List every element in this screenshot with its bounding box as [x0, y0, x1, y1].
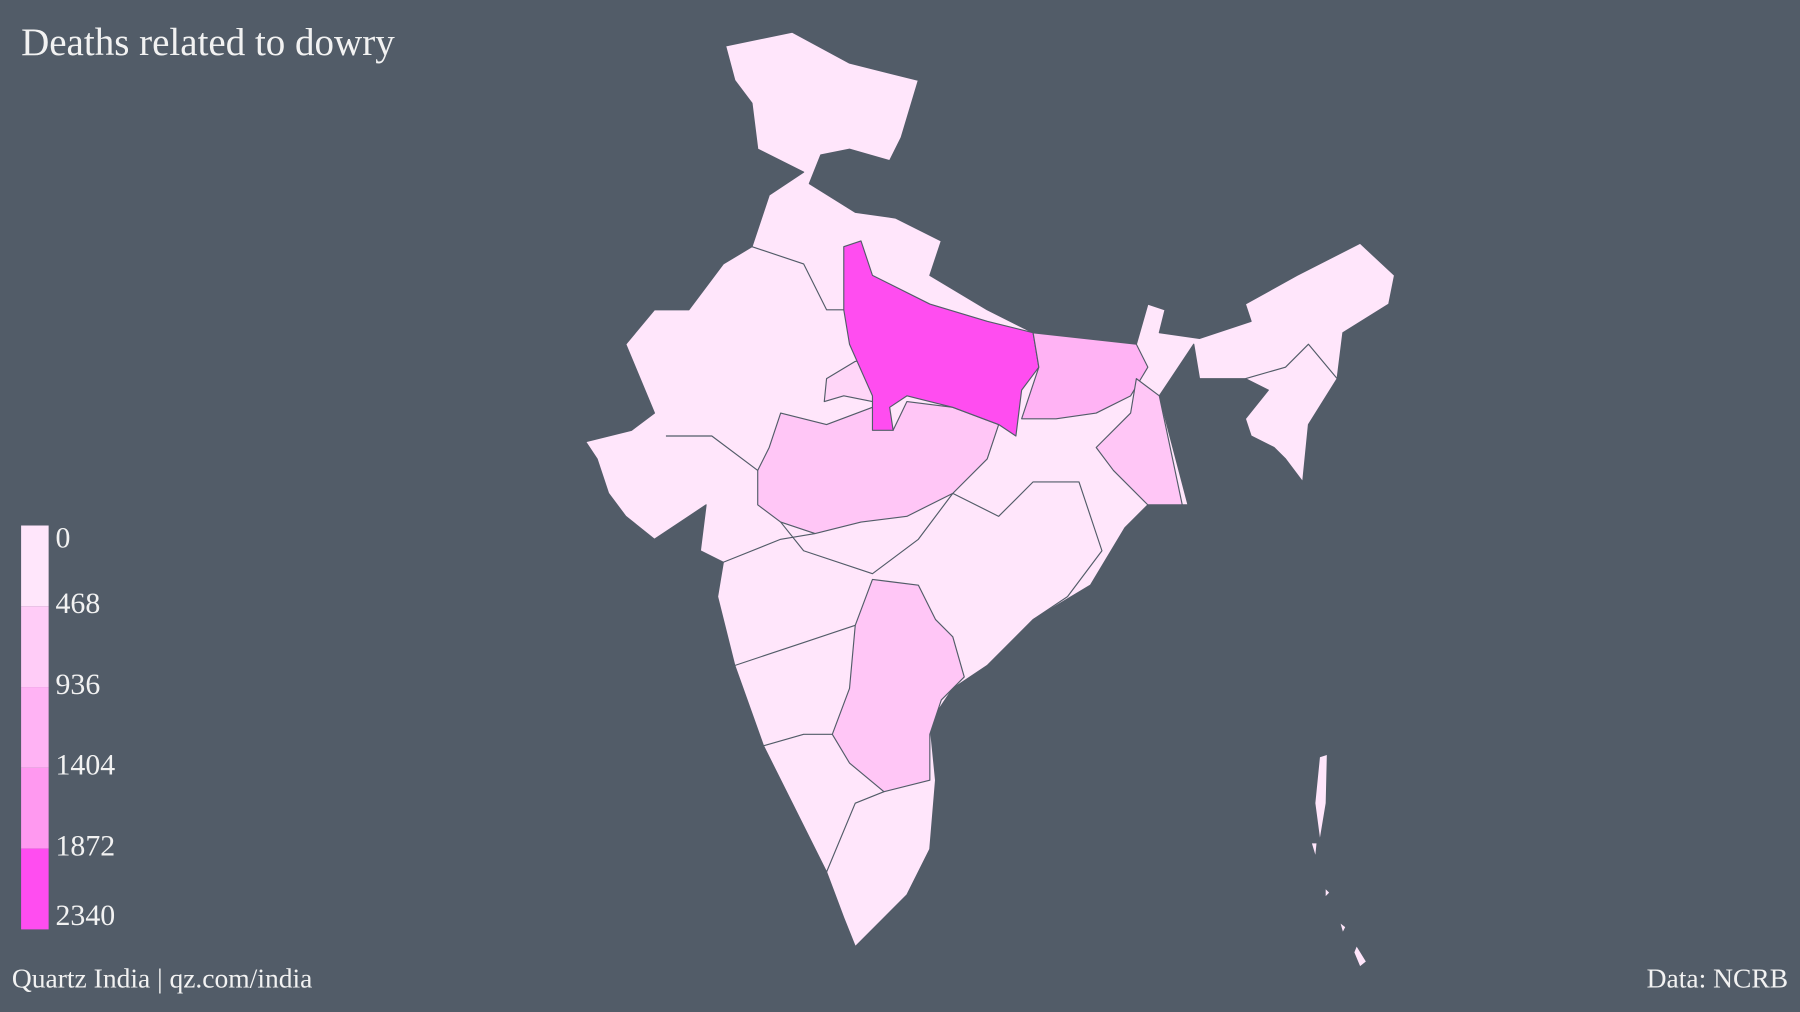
legend-swatch: [21, 767, 49, 849]
legend-swatch: [21, 687, 49, 768]
source: Data: NCRB: [1647, 962, 1788, 993]
legend-label: 1872: [56, 829, 116, 862]
region: [831, 578, 965, 793]
legend-label: 936: [56, 668, 101, 701]
state-borders: [665, 246, 1338, 873]
legend-swatch: [21, 848, 49, 930]
legend: 0 468 936 1404 1872 2340: [21, 521, 116, 932]
legend-label: 0: [56, 521, 71, 554]
legend-label: 1404: [56, 749, 116, 782]
region: [1095, 378, 1183, 506]
india-map: [585, 31, 1396, 967]
legend-swatch: [21, 525, 49, 607]
legend-label: 2340: [56, 899, 116, 932]
legend-swatch: [21, 606, 49, 688]
credit: Quartz India | qz.com/india: [12, 962, 312, 993]
region: [1021, 332, 1149, 420]
legend-label: 468: [56, 587, 101, 620]
chart-title: Deaths related to dowry: [21, 21, 395, 64]
region: [843, 240, 1040, 437]
